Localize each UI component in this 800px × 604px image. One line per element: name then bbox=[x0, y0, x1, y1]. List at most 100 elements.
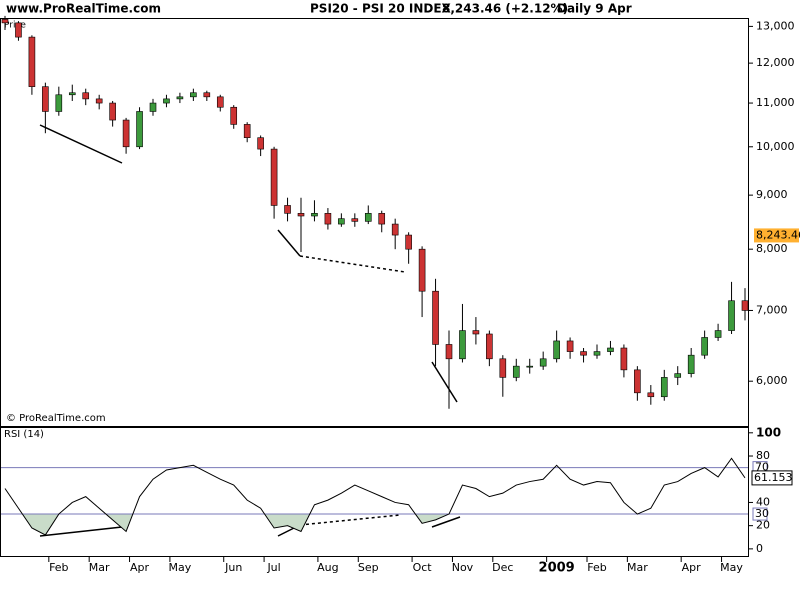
site: www.ProRealTime.com bbox=[6, 2, 161, 16]
candle-body bbox=[634, 369, 641, 394]
candle-body bbox=[284, 205, 291, 214]
title: PSI20 - PSI 20 INDEX bbox=[310, 2, 452, 16]
x-tick-label: May bbox=[720, 561, 743, 574]
level-label: 30 bbox=[755, 507, 769, 520]
candle-body bbox=[553, 340, 560, 360]
x-tick-label: Oct bbox=[413, 561, 433, 574]
x-tick-label: 2009 bbox=[539, 561, 575, 576]
candle-body bbox=[311, 213, 318, 217]
candle-body bbox=[728, 300, 735, 331]
candle-body bbox=[674, 373, 682, 378]
candle-body bbox=[190, 92, 197, 98]
copyright: © ProRealTime.com bbox=[6, 413, 106, 424]
candle-body bbox=[378, 213, 386, 225]
candle-body bbox=[620, 347, 628, 371]
candle-body bbox=[324, 213, 332, 225]
candle-body bbox=[42, 86, 49, 112]
candle-body bbox=[459, 330, 466, 360]
candle-body bbox=[607, 347, 614, 352]
y-tick-label: 10,000 bbox=[756, 140, 795, 153]
x-tick-label: Feb bbox=[587, 561, 606, 574]
y-tick-label: 13,000 bbox=[756, 19, 795, 32]
candle-body bbox=[203, 92, 211, 98]
period: Daily 9 Apr bbox=[557, 2, 632, 16]
y-tick-label: 7,000 bbox=[756, 303, 788, 316]
panel-label: RSI (14) bbox=[4, 429, 44, 440]
candle-body bbox=[593, 351, 601, 356]
candle-body bbox=[257, 137, 264, 150]
candle-body bbox=[28, 36, 36, 87]
trend-line bbox=[39, 526, 123, 537]
candle-body bbox=[714, 330, 722, 338]
candle-body bbox=[741, 300, 749, 311]
candle-body bbox=[338, 218, 345, 225]
trend-line bbox=[431, 516, 461, 528]
trend-line bbox=[39, 124, 123, 164]
candle-body bbox=[163, 98, 170, 104]
y-tick-label: 0 bbox=[756, 542, 763, 555]
y-tick-label: 40 bbox=[756, 495, 770, 508]
candle-body bbox=[687, 354, 695, 374]
level-box bbox=[752, 507, 768, 521]
x-tick-label: Jun bbox=[224, 561, 242, 574]
candle-body bbox=[136, 111, 143, 148]
candle-body bbox=[109, 102, 116, 121]
candle-body bbox=[149, 102, 157, 112]
y-tick-label: 6,000 bbox=[756, 374, 788, 387]
candle-body bbox=[176, 96, 184, 100]
x-tick-label: Apr bbox=[682, 561, 702, 574]
candle-body bbox=[270, 148, 278, 206]
candle-body bbox=[55, 94, 63, 112]
candle-body bbox=[539, 358, 547, 367]
y-tick-label: 80 bbox=[756, 449, 770, 462]
x-tick-label: Mar bbox=[89, 561, 110, 574]
candle-body bbox=[82, 92, 90, 100]
trend-line bbox=[431, 361, 458, 403]
candle-body bbox=[418, 248, 426, 292]
price-frame bbox=[0, 18, 749, 427]
candle-body bbox=[391, 223, 399, 236]
candle-body bbox=[297, 213, 305, 217]
candle-body bbox=[122, 119, 130, 148]
x-tick-label: Nov bbox=[452, 561, 474, 574]
rsi-frame bbox=[0, 427, 749, 557]
x-tick-label: Mar bbox=[627, 561, 648, 574]
last-price-box bbox=[754, 228, 799, 243]
candle-body bbox=[499, 358, 507, 378]
y-tick-label: 11,000 bbox=[756, 96, 795, 109]
candle-body bbox=[580, 351, 587, 356]
candle-body bbox=[526, 365, 534, 368]
candle-body bbox=[445, 344, 453, 360]
candle-body bbox=[68, 92, 76, 96]
y-tick-label: 20 bbox=[756, 519, 770, 532]
candle-body bbox=[15, 22, 22, 38]
candle-body bbox=[566, 340, 574, 352]
candle-body bbox=[486, 333, 493, 360]
candle-body bbox=[512, 365, 520, 378]
candle-body bbox=[243, 124, 251, 139]
x-tick-label: Dec bbox=[492, 561, 513, 574]
last-value-label: 61.153 bbox=[754, 471, 793, 484]
x-tick-label: Jul bbox=[266, 561, 280, 574]
x-tick-label: Aug bbox=[317, 561, 338, 574]
last-value-box bbox=[751, 470, 793, 486]
candle-body bbox=[472, 330, 480, 335]
y-tick-label: 9,000 bbox=[756, 188, 788, 201]
trend-line bbox=[299, 514, 401, 526]
y-tick-label: 8,000 bbox=[756, 242, 788, 255]
last-price-label: 8,243.46 bbox=[756, 228, 800, 241]
x-tick-label: May bbox=[169, 561, 192, 574]
level-label: 70 bbox=[755, 461, 769, 474]
y-tick-label: 100 bbox=[756, 425, 781, 439]
candle-body bbox=[701, 337, 708, 356]
candle-body bbox=[660, 377, 668, 398]
candle-body bbox=[230, 106, 238, 125]
candle-body bbox=[95, 98, 103, 104]
candle-body bbox=[432, 290, 439, 345]
trend-lines bbox=[39, 124, 461, 537]
candle-body bbox=[216, 96, 224, 108]
candle-body bbox=[1, 19, 9, 24]
